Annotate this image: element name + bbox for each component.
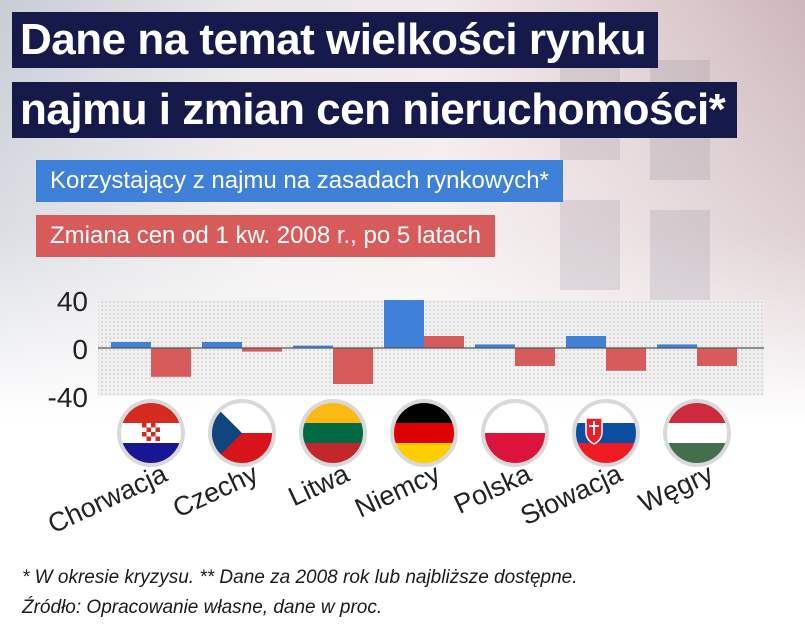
category-label: Węgry (634, 458, 718, 518)
y-tick-label: 0 (72, 334, 88, 365)
bar-market-rental (111, 342, 151, 348)
bar-market-rental (202, 342, 242, 348)
category-label: Czechy (168, 458, 263, 523)
croatia-flag-icon (121, 403, 181, 463)
bar-market-rental (475, 344, 515, 348)
source-note: Źródło: Opracowanie własne, dane w proc. (22, 597, 383, 618)
bar-price-change (151, 348, 191, 377)
category-label: Niemcy (350, 458, 445, 523)
bar-market-rental (657, 344, 697, 348)
hungary-flag-icon (667, 403, 727, 463)
poland-flag-icon (485, 403, 545, 463)
czech-flag-icon (212, 403, 272, 463)
category-label: Litwa (284, 458, 355, 512)
chart-title-line-1: Dane na temat wielkości rynku (12, 12, 659, 68)
footnote: * W okresie kryzysu. ** Dane za 2008 rok… (22, 567, 578, 588)
bar-price-change (424, 336, 464, 348)
legend-series-price-change: Zmiana cen od 1 kw. 2008 r., po 5 latach (36, 215, 495, 257)
bar-price-change (697, 348, 737, 366)
category-label: Słowacja (516, 458, 627, 531)
germany-flag-icon (394, 403, 454, 463)
chart-title-line-2: najmu i zmian cen nieruchomości* (12, 82, 738, 138)
y-tick-label: 40 (57, 286, 88, 317)
category-label: Chorwacja (43, 458, 172, 540)
slovakia-flag-icon (576, 403, 636, 463)
bar-market-rental (566, 336, 606, 348)
bar-price-change (333, 348, 373, 384)
bar-market-rental (293, 345, 333, 348)
y-tick-label: -40 (48, 382, 88, 413)
lithuania-flag-icon (303, 403, 363, 463)
bar-price-change (515, 348, 555, 366)
legend-series-market-rental: Korzystający z najmu na zasadach rynkowy… (36, 160, 563, 202)
bar-price-change (242, 348, 282, 352)
bar-market-rental (384, 300, 424, 348)
bar-price-change (606, 348, 646, 371)
